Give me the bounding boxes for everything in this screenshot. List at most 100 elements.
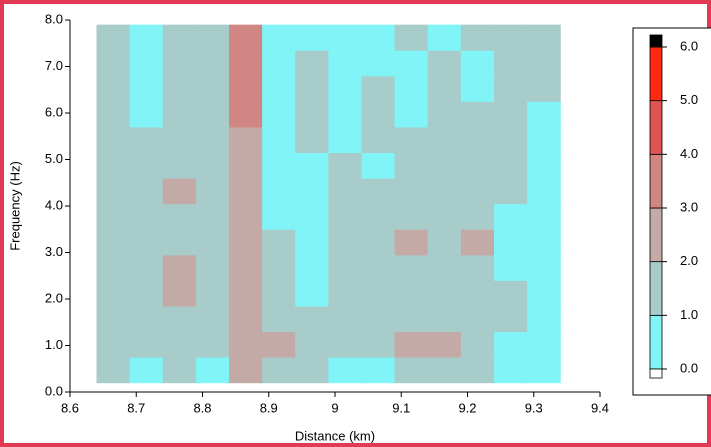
y-tick-label: 4.0 (45, 197, 63, 212)
x-tick-label: 9.3 (525, 400, 543, 415)
contour-cell (427, 254, 462, 281)
contour-cell (162, 101, 197, 128)
contour-cell (494, 152, 528, 179)
contour-cell (96, 50, 131, 77)
contour-cell (96, 178, 131, 205)
contour-cell (295, 254, 329, 281)
contour-cell (129, 280, 164, 307)
contour-cell (361, 229, 396, 256)
contour-cell (328, 229, 362, 256)
contour-cell (394, 101, 429, 128)
contour-cell (129, 305, 164, 333)
contour-cell (394, 75, 429, 102)
contour-cell (494, 75, 528, 102)
y-tick-label: 8.0 (45, 11, 63, 26)
contour-cell (262, 101, 296, 128)
contour-cell (129, 152, 164, 179)
contour-cell (427, 75, 462, 102)
contour-cell (195, 178, 230, 205)
contour-cell (427, 126, 462, 154)
contour-cell (361, 203, 396, 230)
contour-cell (494, 203, 528, 230)
contour-cell (427, 280, 462, 307)
contour-cell (527, 24, 561, 51)
contour-cell (527, 357, 561, 384)
colorbar-segment (649, 261, 663, 316)
contour-cell (494, 50, 528, 77)
contour-cell (394, 50, 429, 77)
contour-cell (361, 126, 396, 154)
contour-cell (262, 178, 296, 205)
contour-cell (295, 203, 329, 230)
contour-cell (460, 305, 495, 333)
contour-cell (394, 254, 429, 281)
contour-cell (527, 229, 561, 256)
contour-cell (328, 305, 362, 333)
contour-cell (162, 280, 197, 307)
contour-cell (195, 126, 230, 154)
contour-cell (229, 126, 263, 154)
contour-cell (427, 229, 462, 256)
contour-cell (229, 50, 263, 77)
contour-cell (295, 357, 329, 384)
colorbar-label: 4.0 (680, 146, 698, 161)
colorbar-segment (649, 46, 663, 102)
contour-cell (527, 50, 561, 77)
contour-cell (361, 305, 396, 333)
x-tick-label: 9 (331, 400, 338, 415)
contour-cell (494, 24, 528, 51)
contour-cell (460, 357, 495, 384)
y-tick-label: 2.0 (45, 290, 63, 305)
contour-cell (427, 331, 462, 358)
contour-cell (527, 126, 561, 154)
contour-cell (527, 254, 561, 281)
contour-cell (295, 101, 329, 128)
contour-cell (460, 152, 495, 179)
contour-cell (460, 75, 495, 102)
contour-cell (195, 75, 230, 102)
contour-cell (162, 357, 197, 384)
colorbar-box (632, 27, 711, 396)
contour-cell (229, 331, 263, 358)
contour-cell (229, 280, 263, 307)
y-tick-label: 3.0 (45, 244, 63, 259)
contour-cell (361, 24, 396, 51)
contour-cell (195, 101, 230, 128)
contour-cell (494, 101, 528, 128)
contour-cell (229, 24, 263, 51)
contour-cell (129, 24, 164, 51)
contour-cell (460, 101, 495, 128)
contour-cell (460, 280, 495, 307)
contour-cell (195, 331, 230, 358)
contour-cell (262, 357, 296, 384)
contour-cell (195, 229, 230, 256)
contour-cell (527, 203, 561, 230)
contour-cell (494, 229, 528, 256)
contour-cell (361, 331, 396, 358)
x-tick-label: 9.4 (591, 400, 609, 415)
contour-cell (162, 152, 197, 179)
contour-cell (229, 357, 263, 384)
contour-cell (129, 50, 164, 77)
contour-cell (361, 101, 396, 128)
contour-cell (162, 126, 197, 154)
contour-cell (527, 75, 561, 102)
contour-cell (328, 203, 362, 230)
contour-cell (394, 280, 429, 307)
contour-cell (328, 152, 362, 179)
y-tick-label: 0.0 (45, 383, 63, 398)
contour-cell (162, 178, 197, 205)
contour-cell (195, 254, 230, 281)
y-tick-label: 7.0 (45, 58, 63, 73)
contour-cell (527, 152, 561, 179)
contour-cell (527, 178, 561, 205)
contour-cell (162, 50, 197, 77)
contour-cell (162, 203, 197, 230)
contour-cell (494, 331, 528, 358)
contour-cell (96, 254, 131, 281)
contour-cell (229, 152, 263, 179)
contour-cell (394, 203, 429, 230)
x-tick-label: 8.8 (193, 400, 211, 415)
contour-cell (162, 305, 197, 333)
contour-cell (129, 75, 164, 102)
